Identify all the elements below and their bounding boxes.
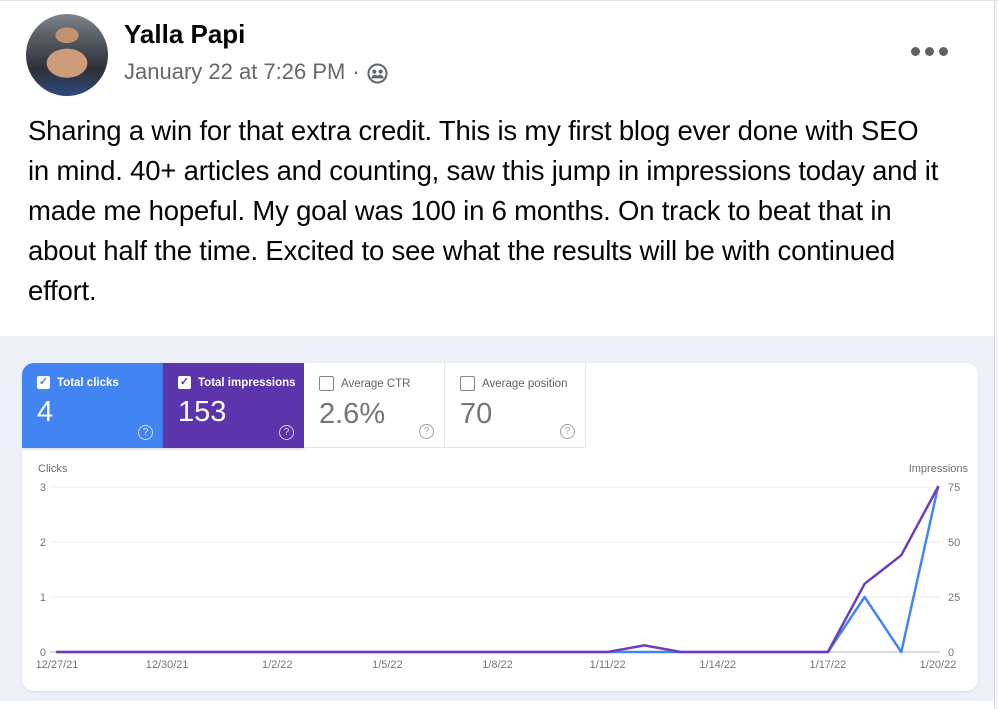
metric-card-average-position[interactable]: Average position 70? (445, 363, 586, 448)
tick-label: 1 (40, 592, 46, 604)
help-icon[interactable]: ? (279, 425, 294, 440)
tick-label: 0 (40, 647, 46, 659)
help-icon[interactable]: ? (419, 424, 434, 439)
metric-card-value: 4 (37, 396, 54, 428)
tick-label: 12/27/21 (36, 659, 79, 671)
author-name[interactable]: Yalla Papi (124, 19, 246, 49)
unchecked-checkbox-icon[interactable] (319, 376, 334, 391)
metric-card-label: Total impressions (198, 376, 296, 389)
tick-label: 25 (948, 592, 960, 604)
performance-chart: 0 0 1 25 2 50 3 75 12/27/21 12/30/21 1/2/22 1/5/22 1… (36, 463, 969, 671)
post-image-attachment[interactable]: 0 0 1 25 2 50 3 75 12/27/21 12/30/21 1/2/22 1/5/22 1… (0, 336, 994, 701)
tick-label: 1/17/22 (810, 659, 847, 671)
separator-dot: · (352, 59, 360, 84)
friends-audience-icon (367, 62, 388, 84)
metric-card-value: 70 (460, 398, 493, 430)
tick-label: 2 (40, 537, 46, 549)
metric-cards-row: ✓ Total clicks 4? ✓ Total impressions 153? Ave… (22, 363, 978, 448)
timestamp: January 22 at 7:26 PM (124, 59, 346, 84)
tick-label: 75 (948, 482, 960, 494)
search-console-panel: 0 0 1 25 2 50 3 75 12/27/21 12/30/21 1/2/22 1/5/22 1… (22, 363, 978, 691)
page-background-strip (995, 1, 998, 709)
avatar[interactable] (26, 14, 108, 96)
post-text: Sharing a win for that extra credit. Thi… (28, 115, 939, 306)
tick-label: 3 (40, 482, 46, 494)
metric-card-total-clicks[interactable]: ✓ Total clicks 4? (22, 363, 163, 448)
metric-card-average-ctr[interactable]: Average CTR 2.6%? (304, 363, 445, 448)
more-options-button[interactable] (903, 33, 955, 69)
metric-card-label: Total clicks (57, 376, 119, 389)
ellipsis-dot (938, 46, 948, 56)
metric-card-label: Average CTR (341, 377, 411, 390)
axis-title: Clicks (38, 463, 68, 475)
tick-label: 1/5/22 (372, 659, 403, 671)
metric-card-value: 153 (178, 396, 227, 428)
tick-label: 1/11/22 (590, 659, 626, 671)
metric-card-total-impressions[interactable]: ✓ Total impressions 153? (163, 363, 304, 448)
series-line-impressions (55, 485, 940, 654)
series-line-clicks (55, 485, 940, 654)
metric-card-label: Average position (482, 377, 568, 390)
ellipsis-dot (910, 46, 920, 56)
tick-label: 12/30/21 (146, 659, 189, 671)
help-icon[interactable]: ? (560, 424, 575, 439)
tick-label: 1/14/22 (699, 659, 736, 671)
post-meta-row: January 22 at 7:26 PM · (124, 59, 388, 85)
unchecked-checkbox-icon[interactable] (460, 376, 475, 391)
help-icon[interactable]: ? (138, 425, 153, 440)
tick-label: 0 (948, 647, 954, 659)
tick-label: 1/8/22 (482, 659, 513, 671)
checked-checkbox-icon[interactable]: ✓ (178, 376, 191, 389)
tick-label: 1/20/22 (920, 659, 957, 671)
tick-label: 1/2/22 (262, 659, 293, 671)
axis-title: Impressions (909, 463, 969, 475)
metric-card-value: 2.6% (319, 398, 386, 430)
ellipsis-dot (924, 46, 934, 56)
card-right-border (994, 1, 995, 709)
tick-label: 50 (948, 537, 960, 549)
checked-checkbox-icon[interactable]: ✓ (37, 376, 50, 389)
